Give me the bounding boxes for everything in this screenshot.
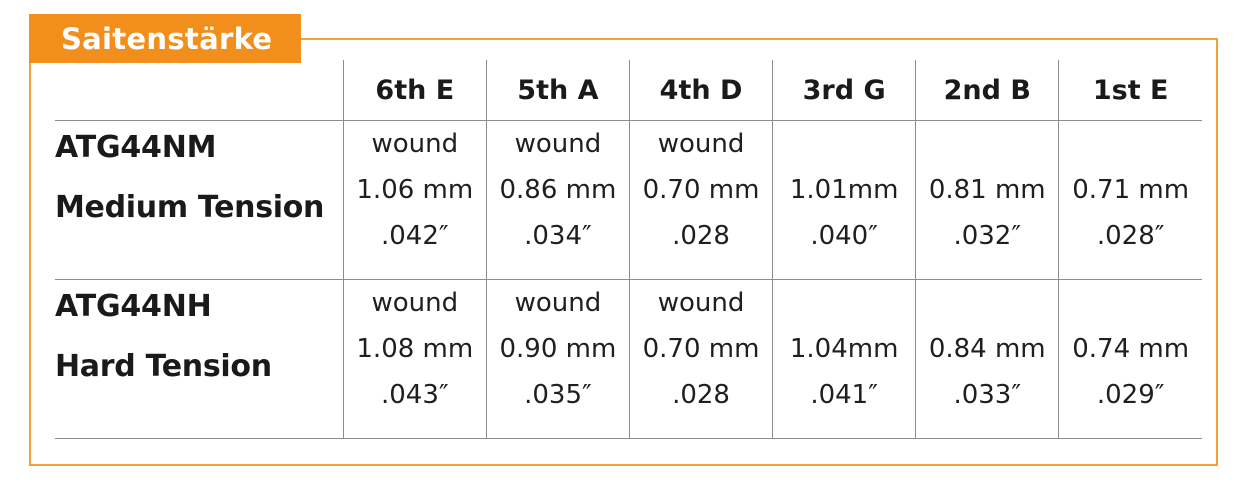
gauge-inch: .041″	[810, 380, 878, 410]
gauge-cell: 0.71 mm .028″	[1058, 120, 1202, 280]
gauge-cell: 1.01mm .040″	[772, 120, 916, 280]
string-type	[773, 280, 915, 326]
column-header: 6th E	[342, 60, 487, 121]
gauge-inch: .028	[672, 221, 730, 251]
gauge-inch: .040″	[810, 221, 878, 251]
model-cell: ATG44NH Hard Tension	[55, 279, 344, 439]
string-type: wound	[371, 288, 459, 318]
gauge-cell: wound 1.06 mm .042″	[342, 120, 487, 280]
string-type: wound	[371, 129, 459, 159]
column-header: 3rd G	[772, 60, 916, 121]
model-name: ATG44NH	[55, 289, 212, 324]
table-frame	[29, 38, 1218, 466]
gauge-mm: 0.71 mm	[1072, 175, 1190, 205]
table-row: ATG44NH Hard Tension wound 1.08 mm .043″ w…	[55, 279, 1202, 439]
header-row: 6th E 5th A 4th D 3rd G 2nd B 1st E	[55, 60, 1202, 121]
gauge-mm: 0.70 mm	[642, 175, 760, 205]
gauge-mm: 1.01mm	[789, 175, 899, 205]
gauge-cell: wound 0.70 mm .028	[628, 120, 773, 280]
string-type: wound	[657, 129, 745, 159]
model-tension: Hard Tension	[55, 349, 272, 384]
column-header: 2nd B	[915, 60, 1059, 121]
gauge-mm: 0.86 mm	[499, 175, 617, 205]
gauge-cell: wound 1.08 mm .043″	[342, 279, 487, 439]
gauge-inch: .028	[672, 380, 730, 410]
model-cell: ATG44NM Medium Tension	[55, 120, 344, 280]
gauge-inch: .043″	[381, 380, 449, 410]
column-header: 1st E	[1058, 60, 1202, 121]
gauge-inch: .034″	[524, 221, 592, 251]
gauge-mm: 0.81 mm	[928, 175, 1046, 205]
string-type	[916, 121, 1058, 167]
gauge-mm: 1.06 mm	[356, 175, 474, 205]
gauge-inch: .028″	[1096, 221, 1165, 251]
column-header: 4th D	[628, 60, 773, 121]
column-header: 5th A	[485, 60, 630, 121]
gauge-inch: .035″	[524, 380, 592, 410]
string-gauge-table: 6th E 5th A 4th D 3rd G 2nd B 1st E ATG4…	[55, 60, 1202, 439]
string-type: wound	[514, 129, 602, 159]
model-name: ATG44NM	[55, 130, 217, 165]
string-type	[916, 280, 1058, 326]
string-type: wound	[514, 288, 602, 318]
model-tension: Medium Tension	[55, 190, 325, 225]
gauge-mm: 1.08 mm	[356, 334, 474, 364]
gauge-inch: .032″	[953, 221, 1022, 251]
string-type	[1059, 121, 1202, 167]
string-type	[1059, 280, 1202, 326]
gauge-cell: 0.74 mm .029″	[1058, 279, 1202, 439]
string-type: wound	[657, 288, 745, 318]
title-tab: Saitenstärke	[29, 14, 301, 63]
gauge-cell: 1.04mm .041″	[772, 279, 916, 439]
gauge-cell: wound 0.70 mm .028	[628, 279, 773, 439]
gauge-mm: 0.84 mm	[928, 334, 1046, 364]
gauge-mm: 0.90 mm	[499, 334, 617, 364]
page-title: Saitenstärke	[61, 21, 273, 56]
string-type	[773, 121, 915, 167]
gauge-cell: wound 0.86 mm .034″	[485, 120, 630, 280]
gauge-inch: .042″	[381, 221, 449, 251]
gauge-inch: .033″	[953, 380, 1022, 410]
gauge-mm: 0.70 mm	[642, 334, 760, 364]
gauge-mm: 0.74 mm	[1072, 334, 1190, 364]
gauge-cell: 0.84 mm .033″	[915, 279, 1059, 439]
table-row: ATG44NM Medium Tension wound 1.06 mm .042″…	[55, 120, 1202, 280]
gauge-mm: 1.04mm	[789, 334, 899, 364]
header-corner	[55, 60, 344, 121]
gauge-inch: .029″	[1096, 380, 1165, 410]
gauge-cell: wound 0.90 mm .035″	[485, 279, 630, 439]
gauge-cell: 0.81 mm .032″	[915, 120, 1059, 280]
